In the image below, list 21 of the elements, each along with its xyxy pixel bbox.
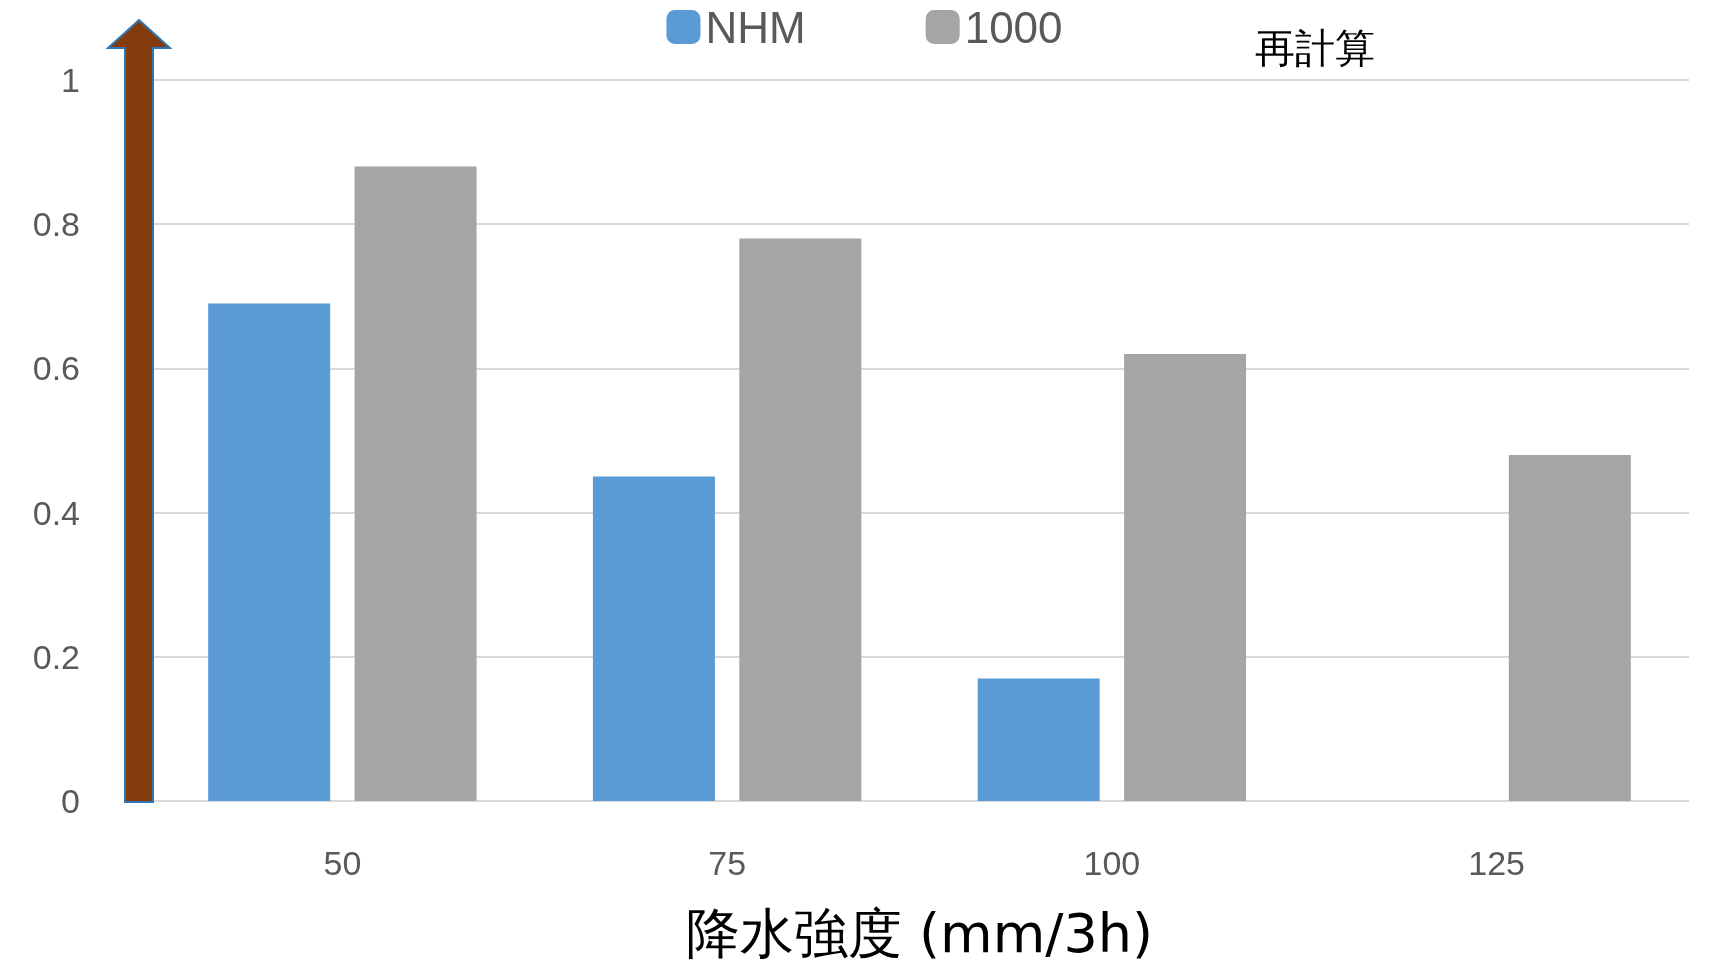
bar (354, 166, 477, 801)
y-tick-label: 0.2 (32, 637, 80, 676)
bar (1124, 353, 1247, 801)
y-tick-label: 0.6 (32, 349, 80, 388)
bar (592, 476, 715, 801)
x-tick-label: 50 (323, 844, 362, 882)
y-tick-label: 0.8 (32, 205, 80, 244)
x-tick-label: 100 (1083, 844, 1141, 882)
legend-label: NHM (705, 2, 806, 52)
bar (208, 303, 331, 801)
x-tick-label: 125 (1468, 844, 1525, 882)
y-tick-label: 0 (61, 782, 80, 820)
x-tick-label: 75 (708, 844, 747, 882)
x-axis-title: 降水強度 (mm/3h) (685, 901, 1154, 965)
legend-label: 1000 (964, 2, 1063, 52)
bar (739, 238, 862, 801)
y-tick-label: 1 (61, 61, 80, 99)
bar (977, 678, 1100, 801)
text: 再計算 (1255, 26, 1375, 70)
y-tick-label: 0.4 (32, 493, 80, 532)
bar (1508, 454, 1631, 801)
